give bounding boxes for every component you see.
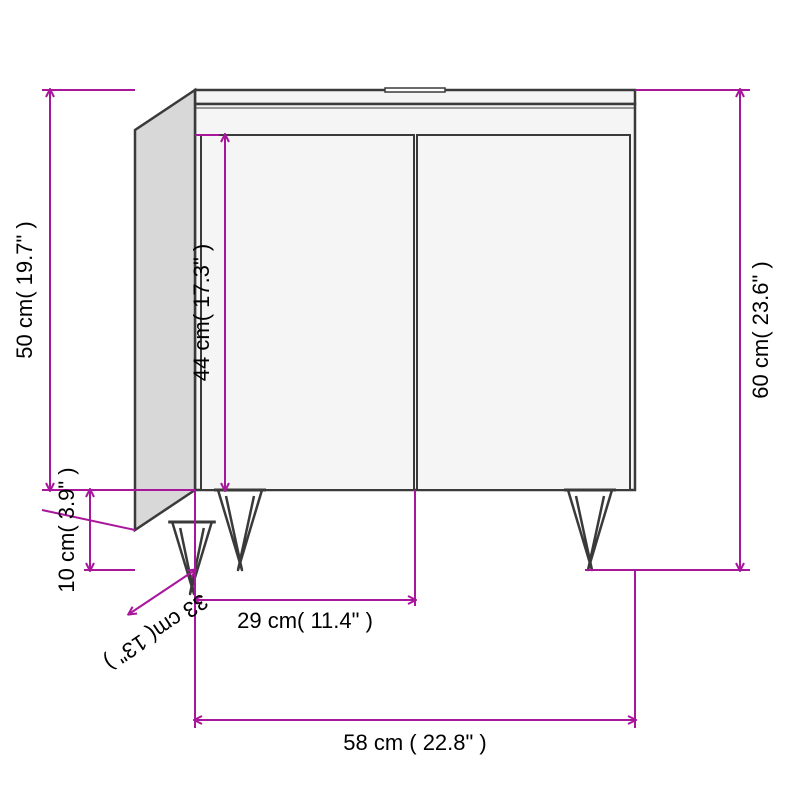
dim-height-door: 44 cm( 17.3" )	[189, 244, 214, 381]
cabinet-dimension-diagram: 60 cm( 23.6" ) 50 cm( 19.7" ) 44 cm( 17.3"…	[0, 0, 800, 800]
dim-width-total: 58 cm ( 22.8" )	[343, 730, 487, 755]
dim-height-body: 50 cm( 19.7" )	[12, 221, 37, 358]
dim-height-total: 60 cm( 23.6" )	[748, 261, 773, 398]
dim-height-leg: 10 cm( 3.9" )	[54, 467, 79, 592]
dim-width-half: 29 cm( 11.4" )	[237, 608, 373, 633]
